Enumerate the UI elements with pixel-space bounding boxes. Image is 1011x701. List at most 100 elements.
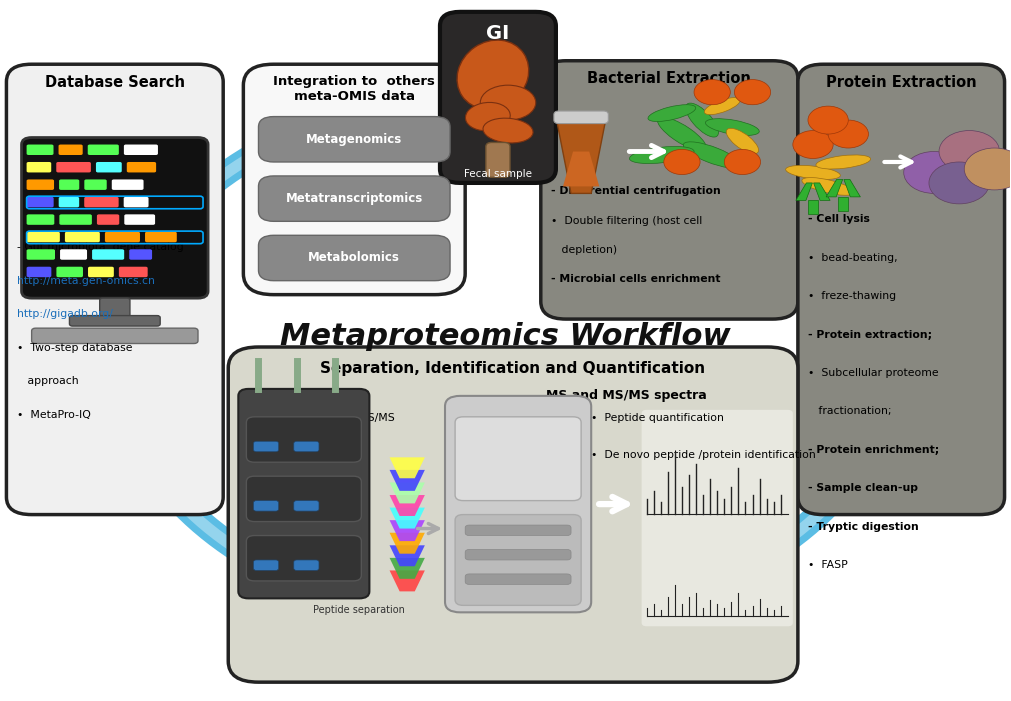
FancyBboxPatch shape — [129, 250, 152, 260]
Text: - Single run nano-LC-MS/MS: - Single run nano-LC-MS/MS — [244, 414, 395, 423]
Text: •  Two-step database: • Two-step database — [16, 343, 132, 353]
Polygon shape — [826, 179, 842, 197]
FancyBboxPatch shape — [554, 111, 609, 123]
FancyBboxPatch shape — [119, 266, 148, 277]
Circle shape — [904, 151, 964, 193]
Text: - Sample clean-up: - Sample clean-up — [808, 483, 918, 494]
Circle shape — [793, 130, 833, 158]
FancyBboxPatch shape — [84, 197, 118, 207]
Text: Metatranscriptomics: Metatranscriptomics — [286, 192, 423, 205]
Polygon shape — [389, 470, 425, 491]
Polygon shape — [389, 482, 425, 503]
Polygon shape — [389, 545, 425, 566]
Ellipse shape — [685, 103, 719, 137]
FancyBboxPatch shape — [294, 560, 319, 571]
Polygon shape — [808, 200, 818, 215]
Ellipse shape — [480, 86, 536, 120]
Polygon shape — [796, 183, 813, 200]
Polygon shape — [389, 457, 425, 478]
FancyBboxPatch shape — [6, 64, 223, 515]
FancyBboxPatch shape — [59, 144, 83, 155]
Ellipse shape — [630, 147, 695, 163]
FancyBboxPatch shape — [259, 116, 450, 162]
Circle shape — [964, 148, 1011, 190]
Polygon shape — [563, 151, 600, 186]
FancyBboxPatch shape — [26, 144, 54, 155]
FancyBboxPatch shape — [239, 389, 369, 599]
Text: Metabolomics: Metabolomics — [308, 252, 400, 264]
Circle shape — [828, 120, 868, 148]
FancyBboxPatch shape — [465, 525, 571, 536]
FancyBboxPatch shape — [105, 232, 140, 243]
FancyBboxPatch shape — [294, 441, 319, 451]
Ellipse shape — [483, 118, 533, 143]
Polygon shape — [389, 533, 425, 554]
FancyBboxPatch shape — [455, 515, 581, 606]
FancyBboxPatch shape — [455, 417, 581, 501]
Polygon shape — [389, 495, 425, 516]
Text: - Tryptic digestion: - Tryptic digestion — [808, 522, 919, 531]
FancyBboxPatch shape — [247, 417, 361, 462]
Text: Protein Extraction: Protein Extraction — [826, 75, 977, 90]
Ellipse shape — [683, 142, 741, 168]
FancyBboxPatch shape — [60, 215, 92, 225]
FancyBboxPatch shape — [124, 144, 158, 155]
FancyBboxPatch shape — [96, 162, 121, 172]
Ellipse shape — [786, 165, 840, 179]
Circle shape — [929, 162, 990, 204]
FancyBboxPatch shape — [244, 64, 465, 294]
FancyBboxPatch shape — [97, 215, 119, 225]
Polygon shape — [389, 508, 425, 529]
FancyBboxPatch shape — [84, 179, 107, 190]
Text: Metagenomics: Metagenomics — [306, 132, 402, 146]
FancyBboxPatch shape — [92, 250, 124, 260]
Text: Fecal sample: Fecal sample — [464, 170, 532, 179]
Circle shape — [808, 106, 848, 134]
Polygon shape — [389, 520, 425, 541]
FancyBboxPatch shape — [254, 560, 279, 571]
Text: http://meta.gen-omics.cn: http://meta.gen-omics.cn — [16, 275, 155, 286]
FancyBboxPatch shape — [465, 550, 571, 560]
FancyBboxPatch shape — [60, 250, 87, 260]
FancyBboxPatch shape — [112, 179, 144, 190]
FancyBboxPatch shape — [26, 197, 54, 207]
FancyBboxPatch shape — [440, 12, 556, 183]
FancyBboxPatch shape — [88, 266, 114, 277]
FancyBboxPatch shape — [100, 298, 130, 319]
Text: fractionation;: fractionation; — [808, 407, 892, 416]
Polygon shape — [844, 179, 860, 197]
Text: LC-MS/MS: LC-MS/MS — [279, 389, 349, 402]
Text: •  FASP: • FASP — [808, 560, 847, 570]
Text: http://gigadb.org/: http://gigadb.org/ — [16, 309, 112, 319]
Polygon shape — [556, 116, 607, 193]
Text: •  MetaPro-IQ: • MetaPro-IQ — [16, 410, 90, 420]
Ellipse shape — [457, 40, 529, 109]
FancyBboxPatch shape — [59, 197, 79, 207]
Text: •  Peptide quantification: • Peptide quantification — [591, 414, 724, 423]
Ellipse shape — [816, 155, 870, 169]
FancyBboxPatch shape — [798, 64, 1005, 515]
FancyBboxPatch shape — [59, 179, 79, 190]
FancyBboxPatch shape — [465, 574, 571, 585]
Polygon shape — [389, 571, 425, 592]
FancyBboxPatch shape — [26, 266, 52, 277]
Text: - Microbial cells enrichment: - Microbial cells enrichment — [551, 274, 721, 285]
Ellipse shape — [465, 102, 511, 131]
FancyBboxPatch shape — [57, 266, 83, 277]
FancyBboxPatch shape — [26, 215, 55, 225]
FancyBboxPatch shape — [294, 501, 319, 511]
Polygon shape — [814, 183, 830, 200]
FancyBboxPatch shape — [254, 441, 279, 451]
FancyBboxPatch shape — [26, 179, 54, 190]
Ellipse shape — [802, 177, 854, 196]
Text: Database Search: Database Search — [44, 75, 185, 90]
FancyBboxPatch shape — [26, 162, 52, 172]
FancyBboxPatch shape — [247, 476, 361, 522]
FancyBboxPatch shape — [445, 396, 591, 613]
Text: •  Rapid scan speed: • Rapid scan speed — [244, 472, 353, 482]
FancyBboxPatch shape — [541, 61, 798, 319]
FancyBboxPatch shape — [145, 232, 177, 243]
FancyBboxPatch shape — [642, 410, 793, 626]
Text: - Differential centrifugation: - Differential centrifugation — [551, 186, 721, 196]
Circle shape — [939, 130, 1000, 172]
